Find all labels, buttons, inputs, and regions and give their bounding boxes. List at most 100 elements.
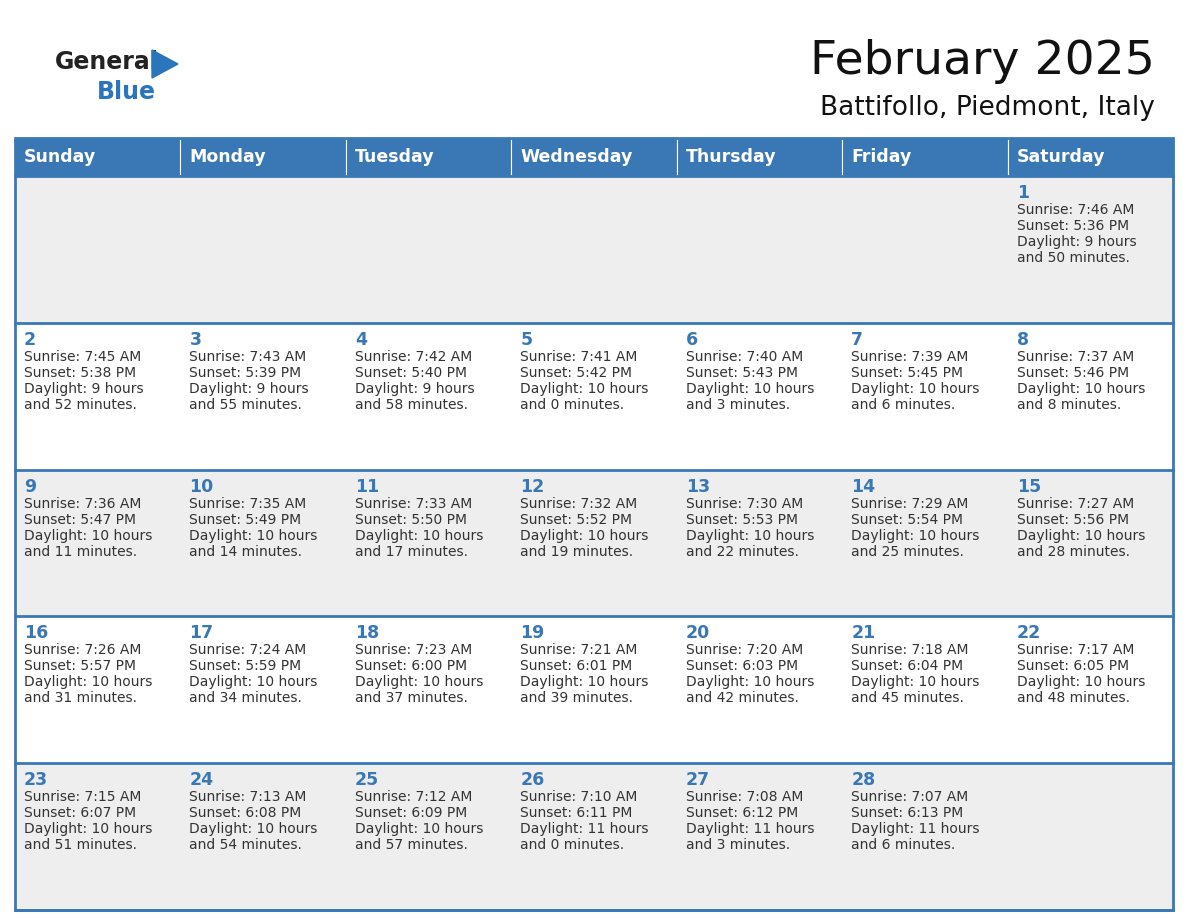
Bar — [842, 470, 1007, 616]
Text: Sunset: 5:50 PM: Sunset: 5:50 PM — [355, 512, 467, 527]
Bar — [1007, 323, 1173, 470]
Bar — [346, 763, 511, 910]
Text: Sunset: 5:53 PM: Sunset: 5:53 PM — [685, 512, 797, 527]
Text: 22: 22 — [1017, 624, 1041, 643]
Text: Daylight: 10 hours: Daylight: 10 hours — [355, 823, 484, 836]
Text: and 22 minutes.: and 22 minutes. — [685, 544, 798, 558]
Text: 12: 12 — [520, 477, 544, 496]
Bar — [181, 763, 346, 910]
Text: Sunset: 5:43 PM: Sunset: 5:43 PM — [685, 365, 797, 380]
Text: Sunrise: 7:43 AM: Sunrise: 7:43 AM — [189, 350, 307, 364]
Bar — [842, 323, 1007, 470]
Text: Daylight: 10 hours: Daylight: 10 hours — [520, 676, 649, 689]
Text: Sunset: 6:07 PM: Sunset: 6:07 PM — [24, 806, 137, 820]
Text: Sunset: 6:05 PM: Sunset: 6:05 PM — [1017, 659, 1129, 674]
Bar — [511, 323, 677, 470]
Text: Blue: Blue — [97, 80, 156, 104]
Text: 15: 15 — [1017, 477, 1041, 496]
Text: and 58 minutes.: and 58 minutes. — [355, 397, 468, 412]
Text: and 50 minutes.: and 50 minutes. — [1017, 251, 1130, 265]
Text: and 37 minutes.: and 37 minutes. — [355, 691, 468, 705]
Text: Sunset: 5:52 PM: Sunset: 5:52 PM — [520, 512, 632, 527]
Text: and 3 minutes.: and 3 minutes. — [685, 838, 790, 852]
Bar — [511, 138, 677, 176]
Text: Sunset: 5:49 PM: Sunset: 5:49 PM — [189, 512, 302, 527]
Text: Sunrise: 7:27 AM: Sunrise: 7:27 AM — [1017, 497, 1133, 510]
Bar — [511, 763, 677, 910]
Text: Thursday: Thursday — [685, 148, 776, 166]
Text: Sunrise: 7:39 AM: Sunrise: 7:39 AM — [851, 350, 968, 364]
Bar — [1007, 470, 1173, 616]
Text: Friday: Friday — [851, 148, 911, 166]
Text: 19: 19 — [520, 624, 544, 643]
Text: Sunset: 5:59 PM: Sunset: 5:59 PM — [189, 659, 302, 674]
Text: Tuesday: Tuesday — [355, 148, 435, 166]
Text: Sunrise: 7:21 AM: Sunrise: 7:21 AM — [520, 644, 638, 657]
Text: 11: 11 — [355, 477, 379, 496]
Text: Sunset: 6:12 PM: Sunset: 6:12 PM — [685, 806, 798, 820]
Text: and 34 minutes.: and 34 minutes. — [189, 691, 302, 705]
Text: Sunset: 6:04 PM: Sunset: 6:04 PM — [851, 659, 963, 674]
Text: Saturday: Saturday — [1017, 148, 1105, 166]
Text: Wednesday: Wednesday — [520, 148, 633, 166]
Text: Sunrise: 7:17 AM: Sunrise: 7:17 AM — [1017, 644, 1135, 657]
Text: Sunset: 6:08 PM: Sunset: 6:08 PM — [189, 806, 302, 820]
Text: 1: 1 — [1017, 184, 1029, 202]
Bar — [181, 176, 346, 323]
Text: and 55 minutes.: and 55 minutes. — [189, 397, 302, 412]
Text: Daylight: 10 hours: Daylight: 10 hours — [189, 676, 318, 689]
Bar — [677, 616, 842, 763]
Text: Sunset: 5:39 PM: Sunset: 5:39 PM — [189, 365, 302, 380]
Text: February 2025: February 2025 — [810, 39, 1155, 84]
Bar — [677, 138, 842, 176]
Text: Sunrise: 7:30 AM: Sunrise: 7:30 AM — [685, 497, 803, 510]
Bar — [1007, 176, 1173, 323]
Bar — [511, 470, 677, 616]
Text: Daylight: 10 hours: Daylight: 10 hours — [1017, 529, 1145, 543]
Text: 3: 3 — [189, 330, 202, 349]
Text: Sunset: 5:56 PM: Sunset: 5:56 PM — [1017, 512, 1129, 527]
Text: Daylight: 10 hours: Daylight: 10 hours — [851, 382, 980, 396]
Bar — [842, 616, 1007, 763]
Text: Sunset: 5:47 PM: Sunset: 5:47 PM — [24, 512, 135, 527]
Text: 26: 26 — [520, 771, 544, 789]
Text: Sunday: Sunday — [24, 148, 96, 166]
Text: Daylight: 10 hours: Daylight: 10 hours — [1017, 676, 1145, 689]
Bar — [1007, 138, 1173, 176]
Bar — [181, 616, 346, 763]
Text: Daylight: 11 hours: Daylight: 11 hours — [520, 823, 649, 836]
Text: Daylight: 11 hours: Daylight: 11 hours — [685, 823, 814, 836]
Text: 4: 4 — [355, 330, 367, 349]
Text: and 42 minutes.: and 42 minutes. — [685, 691, 798, 705]
Text: Sunrise: 7:10 AM: Sunrise: 7:10 AM — [520, 790, 638, 804]
Text: and 25 minutes.: and 25 minutes. — [851, 544, 963, 558]
Text: Daylight: 10 hours: Daylight: 10 hours — [189, 823, 318, 836]
Text: Daylight: 10 hours: Daylight: 10 hours — [24, 823, 152, 836]
Bar — [346, 616, 511, 763]
Text: Daylight: 10 hours: Daylight: 10 hours — [24, 676, 152, 689]
Text: Sunrise: 7:12 AM: Sunrise: 7:12 AM — [355, 790, 473, 804]
Text: Sunset: 5:42 PM: Sunset: 5:42 PM — [520, 365, 632, 380]
Text: Sunset: 5:40 PM: Sunset: 5:40 PM — [355, 365, 467, 380]
Text: 9: 9 — [24, 477, 36, 496]
Text: Sunset: 6:11 PM: Sunset: 6:11 PM — [520, 806, 633, 820]
Text: Sunrise: 7:46 AM: Sunrise: 7:46 AM — [1017, 203, 1135, 217]
Bar — [181, 323, 346, 470]
Text: and 8 minutes.: and 8 minutes. — [1017, 397, 1120, 412]
Text: Sunrise: 7:26 AM: Sunrise: 7:26 AM — [24, 644, 141, 657]
Text: General: General — [55, 50, 159, 74]
Text: 27: 27 — [685, 771, 710, 789]
Text: Sunset: 6:13 PM: Sunset: 6:13 PM — [851, 806, 963, 820]
Bar — [677, 176, 842, 323]
Text: and 3 minutes.: and 3 minutes. — [685, 397, 790, 412]
Text: Sunrise: 7:13 AM: Sunrise: 7:13 AM — [189, 790, 307, 804]
Text: Sunrise: 7:37 AM: Sunrise: 7:37 AM — [1017, 350, 1133, 364]
Bar — [15, 323, 181, 470]
Text: Daylight: 9 hours: Daylight: 9 hours — [189, 382, 309, 396]
Text: and 48 minutes.: and 48 minutes. — [1017, 691, 1130, 705]
Bar — [15, 138, 1173, 910]
Text: 6: 6 — [685, 330, 697, 349]
Text: 2: 2 — [24, 330, 36, 349]
Bar — [346, 323, 511, 470]
Text: Battifollo, Piedmont, Italy: Battifollo, Piedmont, Italy — [820, 95, 1155, 121]
